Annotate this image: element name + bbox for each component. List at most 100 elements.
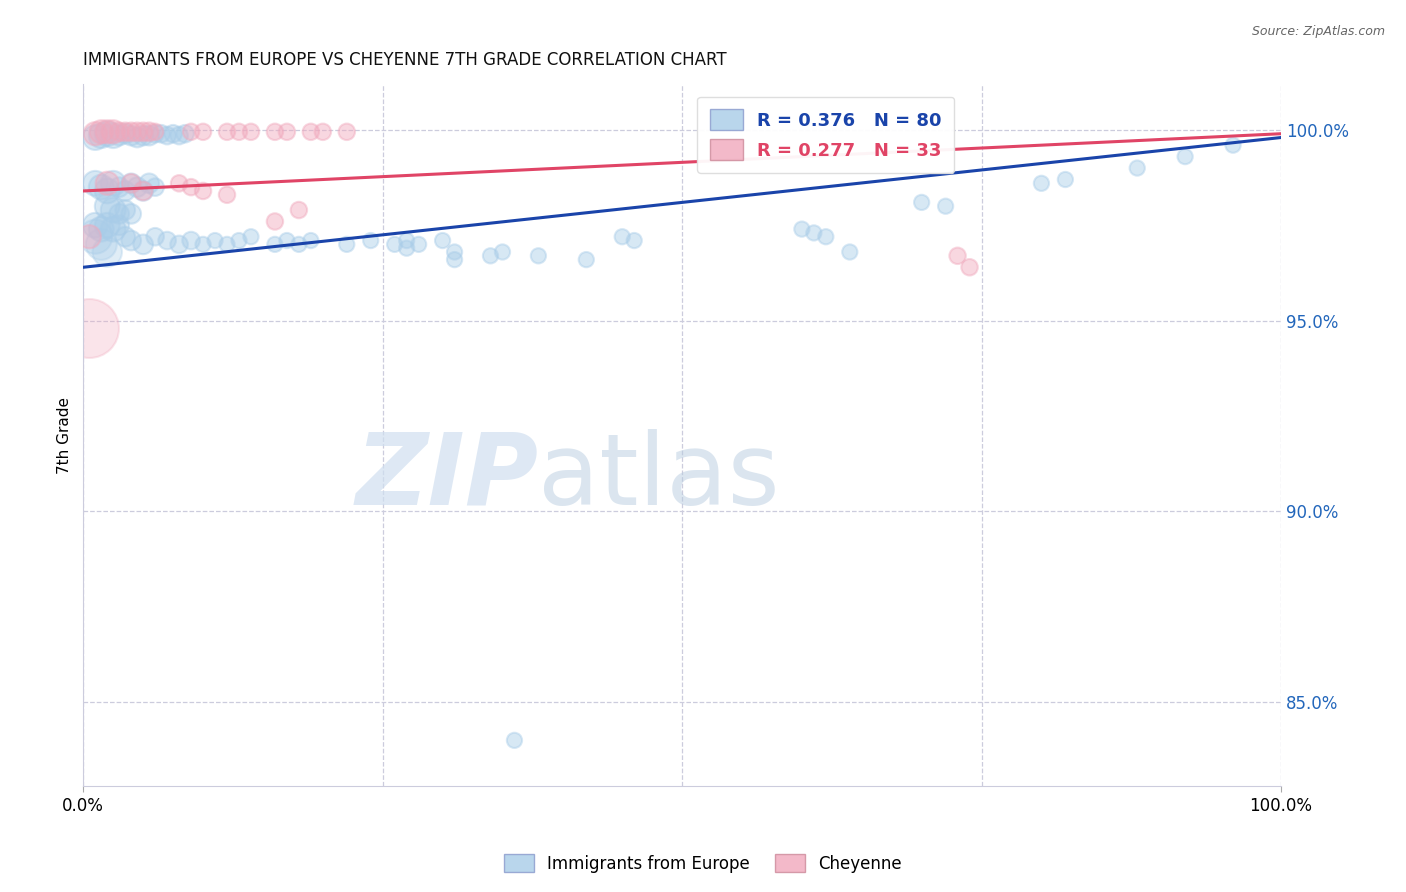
Point: [180, 180, 202, 194]
Point: [120, 207, 142, 221]
Point: [84, 130, 107, 145]
Point: [239, 229, 262, 244]
Point: [384, 237, 406, 252]
Point: [1126, 161, 1149, 175]
Point: [814, 229, 837, 244]
Point: [103, 177, 125, 191]
Point: [299, 125, 322, 139]
Point: [336, 125, 359, 139]
Point: [215, 125, 238, 139]
Point: [96, 125, 118, 139]
Point: [491, 245, 513, 260]
Point: [108, 125, 131, 139]
Point: [96, 127, 118, 141]
Point: [138, 128, 160, 143]
Point: [120, 234, 142, 248]
Point: [132, 184, 155, 198]
Y-axis label: 7th Grade: 7th Grade: [58, 397, 72, 474]
Point: [108, 180, 131, 194]
Point: [114, 184, 136, 198]
Point: [108, 128, 131, 143]
Legend: R = 0.376   N = 80, R = 0.277   N = 33: R = 0.376 N = 80, R = 0.277 N = 33: [697, 96, 955, 173]
Text: atlas: atlas: [538, 429, 780, 525]
Point: [114, 229, 136, 244]
Point: [623, 234, 645, 248]
Point: [264, 214, 287, 228]
Point: [156, 234, 179, 248]
Point: [336, 237, 359, 252]
Point: [215, 237, 238, 252]
Point: [167, 128, 190, 143]
Point: [127, 180, 149, 194]
Point: [96, 184, 118, 198]
Point: [132, 128, 155, 143]
Legend: Immigrants from Europe, Cheyenne: Immigrants from Europe, Cheyenne: [498, 847, 908, 880]
Point: [138, 125, 160, 139]
Point: [127, 130, 149, 145]
Point: [1054, 172, 1077, 186]
Point: [90, 125, 112, 139]
Point: [120, 177, 142, 191]
Point: [575, 252, 598, 267]
Point: [911, 195, 934, 210]
Point: [84, 127, 107, 141]
Point: [143, 229, 166, 244]
Point: [143, 180, 166, 194]
Point: [138, 177, 160, 191]
Point: [395, 241, 418, 255]
Point: [103, 222, 125, 236]
Point: [103, 128, 125, 143]
Point: [90, 128, 112, 143]
Point: [191, 125, 214, 139]
Point: [959, 260, 981, 275]
Point: [180, 125, 202, 139]
Point: [156, 128, 179, 143]
Point: [96, 219, 118, 233]
Point: [96, 199, 118, 213]
Point: [1031, 177, 1053, 191]
Point: [143, 125, 166, 139]
Point: [167, 177, 190, 191]
Point: [132, 184, 155, 198]
Point: [503, 733, 526, 747]
Point: [935, 199, 957, 213]
Point: [1222, 138, 1244, 153]
Point: [612, 229, 634, 244]
Point: [96, 177, 118, 191]
Point: [114, 202, 136, 217]
Point: [108, 219, 131, 233]
Point: [1174, 150, 1197, 164]
Point: [191, 184, 214, 198]
Point: [77, 321, 100, 335]
Point: [288, 202, 311, 217]
Point: [288, 237, 311, 252]
Point: [90, 180, 112, 194]
Point: [790, 222, 813, 236]
Point: [239, 125, 262, 139]
Point: [84, 219, 107, 233]
Point: [132, 125, 155, 139]
Point: [264, 237, 287, 252]
Point: [527, 249, 550, 263]
Point: [360, 234, 382, 248]
Point: [132, 237, 155, 252]
Point: [946, 249, 969, 263]
Point: [312, 125, 335, 139]
Point: [264, 125, 287, 139]
Point: [276, 125, 298, 139]
Point: [167, 237, 190, 252]
Point: [838, 245, 860, 260]
Point: [90, 237, 112, 252]
Point: [103, 125, 125, 139]
Point: [803, 226, 825, 240]
Point: [276, 234, 298, 248]
Point: [114, 125, 136, 139]
Point: [127, 125, 149, 139]
Point: [103, 202, 125, 217]
Point: [395, 234, 418, 248]
Point: [108, 207, 131, 221]
Point: [180, 234, 202, 248]
Point: [120, 177, 142, 191]
Point: [479, 249, 502, 263]
Point: [143, 127, 166, 141]
